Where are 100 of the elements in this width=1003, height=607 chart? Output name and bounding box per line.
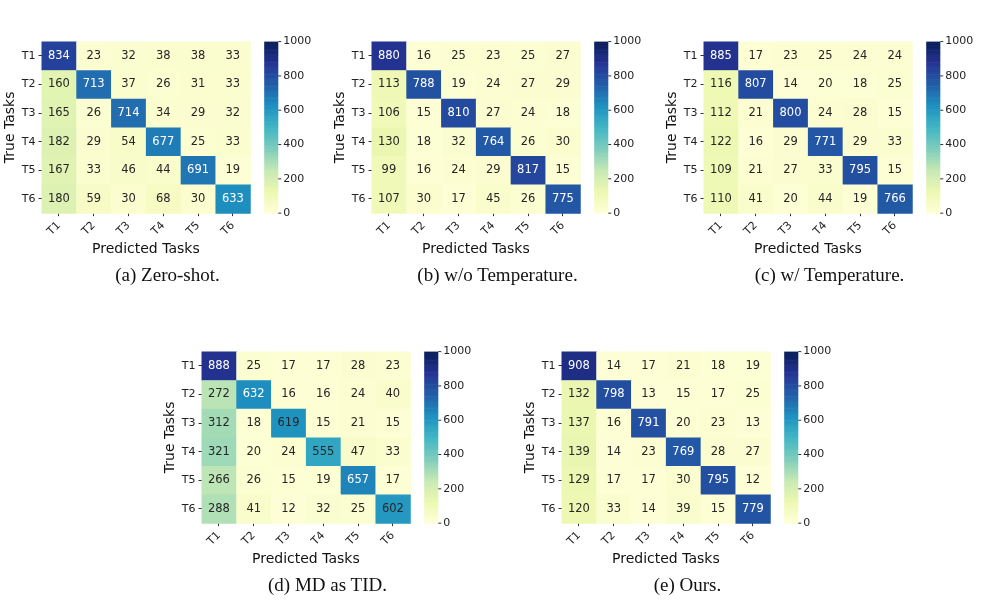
y-tick-label: T2	[540, 387, 556, 401]
data-label: 19	[225, 162, 241, 177]
x-axis-title: Predicted Tasks	[252, 550, 360, 567]
data-label: 24	[281, 443, 296, 458]
y-tick-label: T6	[540, 501, 556, 515]
data-label: 26	[246, 472, 262, 487]
x-tick-label: T6	[879, 218, 899, 239]
x-tick-label: T4	[147, 218, 168, 239]
data-label: 791	[637, 415, 660, 430]
x-tick-label: T3	[273, 528, 293, 549]
data-label: 321	[207, 443, 230, 458]
x-tick-label: T3	[113, 218, 133, 239]
data-label: 12	[281, 500, 296, 515]
y-tick-label: T1	[20, 48, 36, 62]
data-label: 15	[710, 500, 726, 515]
data-label: 14	[606, 443, 622, 458]
y-tick-label: T1	[350, 48, 366, 62]
data-label: 26	[86, 105, 102, 120]
color-bar-label: 0	[803, 516, 811, 530]
color-bar-label: 600	[283, 103, 305, 117]
data-label: 18	[710, 357, 726, 372]
data-label: 19	[315, 472, 331, 487]
text: (c) w/ Temperature.	[753, 264, 906, 286]
x-axis-title: Predicted Tasks	[754, 240, 862, 257]
color-bar-label: 800	[945, 68, 967, 82]
y-axis-title: True Tasks	[1, 91, 18, 165]
data-label: 28	[852, 105, 868, 120]
data-label: 18	[416, 133, 432, 148]
x-tick-label: T5	[512, 218, 533, 239]
data-label: 20	[246, 443, 262, 458]
data-label: 24	[485, 76, 501, 91]
color-bar-label: 1000	[613, 34, 642, 48]
data-label: 21	[350, 415, 366, 430]
data-label: 29	[86, 133, 102, 148]
color-bar-label: 200	[283, 171, 305, 185]
data-label: 764	[482, 133, 505, 148]
data-label: 15	[385, 415, 401, 430]
color-bar-label: 1000	[945, 34, 974, 48]
data-label: 20	[675, 415, 691, 430]
data-label: 13	[745, 415, 761, 430]
y-tick-label: T2	[682, 77, 698, 91]
data-label: 20	[783, 190, 798, 205]
color-bar-label: 600	[803, 413, 825, 427]
data-label: 38	[190, 47, 206, 62]
data-label: 769	[672, 443, 695, 458]
data-label: 788	[412, 76, 435, 91]
data-label: 21	[748, 162, 764, 177]
color-bar-label: 600	[613, 103, 635, 117]
data-label: 99	[381, 162, 397, 177]
y-tick-label: T6	[682, 191, 698, 205]
x-tick-label: T3	[443, 218, 463, 239]
y-tick-label: T3	[682, 105, 698, 119]
data-label: 68	[155, 190, 171, 205]
color-bar-label: 800	[613, 68, 635, 82]
y-tick-label: T2	[20, 77, 36, 91]
data-label: 14	[606, 357, 622, 372]
data-label: 21	[675, 357, 691, 372]
color-bar-label: 200	[443, 481, 465, 495]
data-label: 130	[377, 133, 400, 148]
x-tick-label: T2	[740, 218, 760, 239]
y-tick-label: T4	[180, 444, 196, 458]
color-bar-label: 0	[283, 206, 291, 220]
data-label: 33	[887, 133, 903, 148]
color-bar-label: 200	[945, 171, 967, 185]
x-axis-title: Predicted Tasks	[422, 240, 530, 257]
data-label: 12	[745, 472, 761, 487]
data-label: 888	[207, 357, 230, 372]
y-axis-title: True Tasks	[331, 91, 348, 165]
data-label: 24	[887, 47, 903, 62]
y-tick-label: T3	[350, 105, 366, 119]
data-label: 30	[555, 133, 571, 148]
data-label: 137	[567, 415, 590, 430]
data-label: 23	[485, 47, 501, 62]
x-tick-label: T1	[563, 528, 584, 549]
data-label: 27	[520, 76, 536, 91]
x-tick-label: T4	[809, 218, 830, 239]
y-axis-title: True Tasks	[663, 91, 680, 165]
data-label: 800	[779, 105, 802, 120]
data-label: 132	[567, 386, 590, 401]
data-label: 28	[710, 443, 726, 458]
data-label: 15	[555, 162, 571, 177]
data-label: 19	[451, 76, 466, 91]
data-label: 27	[783, 162, 798, 177]
data-label: 908	[567, 357, 590, 372]
data-label: 834	[47, 47, 70, 62]
x-tick-label: T6	[217, 218, 237, 239]
color-bar-label: 800	[283, 68, 305, 82]
data-label: 109	[709, 162, 732, 177]
data-label: 33	[86, 162, 102, 177]
data-label: 54	[121, 133, 136, 148]
data-label: 771	[814, 133, 837, 148]
color-bar-label: 0	[443, 516, 451, 530]
y-tick-label: T1	[180, 358, 196, 372]
data-label: 16	[416, 162, 432, 177]
data-label: 44	[817, 190, 833, 205]
data-label: 17	[641, 357, 656, 372]
color-bar-label: 200	[613, 171, 635, 185]
data-label: 37	[121, 76, 136, 91]
data-label: 657	[347, 472, 370, 487]
data-label: 122	[709, 133, 732, 148]
